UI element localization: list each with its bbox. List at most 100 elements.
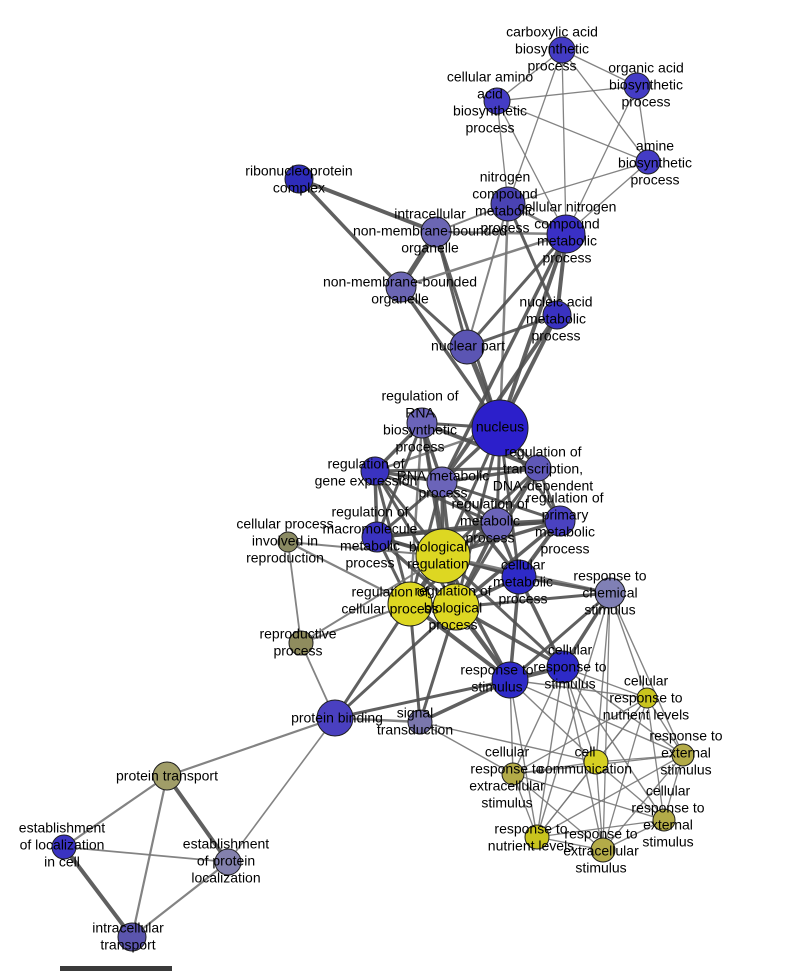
edge-rnam-rpm: [441, 480, 561, 523]
node-label-rp: reproductive: [259, 626, 336, 642]
node-label-rmm: process: [345, 555, 394, 571]
node-st[interactable]: [407, 709, 433, 735]
node-rnl[interactable]: [524, 824, 550, 850]
node-cc[interactable]: [583, 749, 609, 775]
edge-rcp-cpir: [287, 541, 411, 605]
node-label-rrb: biosynthetic: [383, 422, 457, 438]
node-label-rexs: stimulus: [575, 860, 626, 876]
edge-cc-crex: [595, 761, 665, 821]
node-oaba[interactable]: [623, 72, 651, 100]
node-label-aaba: biosynthetic: [453, 103, 527, 119]
node-aaba[interactable]: [483, 87, 511, 115]
node-label-cpir: reproduction: [246, 550, 324, 566]
node-epl[interactable]: [214, 848, 242, 876]
node-rmp[interactable]: [480, 507, 514, 541]
node-label-it: transport: [100, 937, 155, 953]
node-label-rtd: regulation of: [504, 444, 581, 460]
node-label-epl: establishment: [183, 836, 269, 852]
node-cres[interactable]: [501, 762, 525, 786]
edge-ncm-npart: [466, 203, 509, 348]
node-rtd[interactable]: [524, 454, 552, 482]
node-res[interactable]: [671, 743, 695, 767]
node-label-rtd: DNA-dependent: [493, 478, 594, 494]
node-label-rge: gene expression: [315, 473, 418, 489]
node-nuc[interactable]: [471, 399, 529, 457]
node-label-crs: stimulus: [544, 676, 595, 692]
edge-rst-crn: [509, 679, 648, 699]
node-crex[interactable]: [652, 808, 676, 832]
node-rnam[interactable]: [426, 466, 458, 498]
edge-caba-ncm: [507, 49, 563, 205]
node-bre[interactable]: [415, 528, 471, 584]
node-label-crex: stimulus: [642, 834, 693, 850]
node-label-crex: response to: [631, 800, 704, 816]
node-label-crex: cellular: [646, 783, 691, 799]
node-label-rst: stimulus: [471, 679, 522, 695]
edge-pb-pt: [166, 716, 336, 778]
node-npart[interactable]: [449, 329, 485, 365]
node-rpm[interactable]: [544, 505, 576, 537]
node-label-it: intracellular: [92, 920, 164, 936]
node-rcs[interactable]: [594, 577, 626, 609]
node-label-rmp: process: [465, 530, 514, 546]
node-rst[interactable]: [491, 661, 529, 699]
node-label-rrb: regulation of: [381, 388, 458, 404]
node-label-rpm: metabolic: [535, 524, 595, 540]
edge-amba-ncm: [507, 161, 649, 205]
node-nam[interactable]: [542, 300, 572, 330]
node-label-rexs: response to: [564, 826, 637, 842]
node-label-rmp: metabolic: [460, 513, 520, 529]
node-pb[interactable]: [316, 699, 354, 737]
node-amba[interactable]: [635, 149, 661, 175]
node-label-rexs: extracellular: [563, 843, 639, 859]
node-label-epl: localization: [191, 870, 260, 886]
edge-rcs-cc: [595, 592, 611, 763]
edge-rst-pb: [334, 678, 511, 720]
node-rnp[interactable]: [284, 164, 314, 194]
node-label-nam: process: [531, 328, 580, 344]
node-label-oaba: organic acid: [608, 60, 684, 76]
node-cpir[interactable]: [277, 531, 299, 553]
edge-cncm-nuc: [498, 233, 568, 429]
node-ncm[interactable]: [490, 186, 526, 222]
edge-crex-rnl: [536, 819, 665, 838]
node-label-nmbo: non-membrane-bounded: [323, 274, 477, 290]
edge-pt-it: [130, 775, 169, 938]
edge-nuc-rbp: [454, 427, 502, 608]
node-pt[interactable]: [152, 761, 182, 791]
node-label-cres: extracellular: [469, 778, 545, 794]
node-crs[interactable]: [546, 650, 580, 684]
node-cncm[interactable]: [546, 214, 586, 254]
edge-rnp-inmbo: [298, 177, 437, 234]
edge-rge-rcp: [373, 470, 412, 605]
edge-epl-pb: [227, 717, 336, 863]
node-label-cpir: cellular process: [236, 516, 333, 532]
node-rge[interactable]: [360, 456, 390, 486]
edge-crs-cc: [562, 666, 597, 763]
node-rbp[interactable]: [432, 583, 480, 631]
edge-rtd-rge: [374, 466, 539, 473]
node-cmp[interactable]: [501, 559, 537, 595]
node-caba[interactable]: [548, 36, 576, 64]
node-rexs[interactable]: [590, 837, 616, 863]
node-label-aaba: process: [465, 120, 514, 136]
node-it[interactable]: [117, 922, 147, 952]
node-label-bre: biological: [409, 539, 467, 555]
node-label-caba: biosynthetic: [515, 41, 589, 57]
node-inmbo[interactable]: [420, 216, 452, 248]
node-rp[interactable]: [288, 630, 314, 656]
node-elc[interactable]: [51, 834, 77, 860]
node-label-rrb: RNA: [405, 405, 435, 421]
node-nmbo[interactable]: [385, 271, 417, 303]
edge-nmbo-cncm: [400, 232, 567, 289]
node-rrb[interactable]: [406, 407, 438, 439]
node-rmm[interactable]: [361, 521, 393, 553]
node-rcp[interactable]: [387, 581, 433, 627]
node-crn[interactable]: [636, 687, 658, 709]
node-label-caba: carboxylic acid: [506, 24, 598, 40]
node-label-res: external: [661, 745, 711, 761]
node-label-rnp: complex: [273, 180, 325, 196]
node-label-amba: process: [630, 172, 679, 188]
